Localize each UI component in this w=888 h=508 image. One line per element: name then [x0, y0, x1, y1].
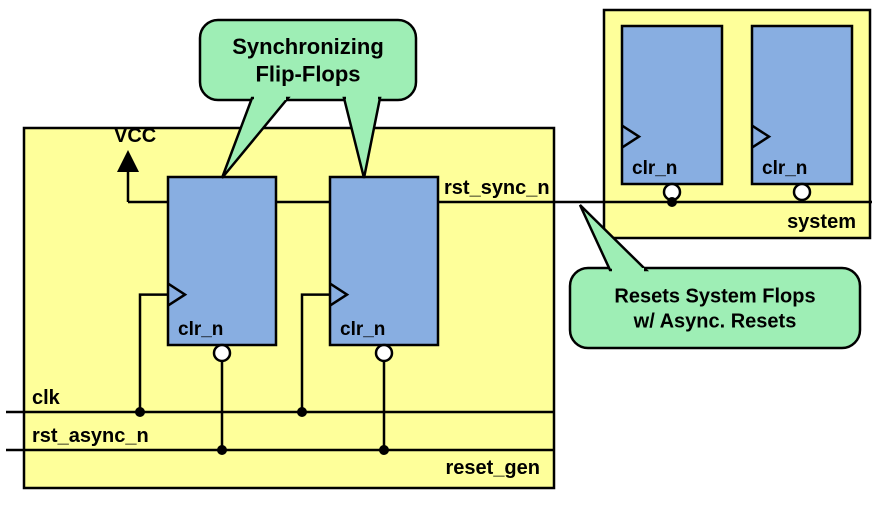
- sys2-inv-bubble: [794, 184, 810, 200]
- sync-flops-text-0: Synchronizing: [232, 34, 384, 59]
- resets-system-text-0: Resets System Flops: [614, 286, 815, 308]
- rst-sync-n-label: rst_sync_n: [444, 177, 550, 199]
- reset-gen-label: reset_gen: [446, 457, 541, 479]
- dot-clk2: [297, 407, 307, 417]
- dot-rst2: [379, 445, 389, 455]
- sync1-clr-label: clr_n: [178, 319, 223, 340]
- system-label: system: [787, 211, 856, 233]
- sync1-inv-bubble: [214, 345, 230, 361]
- dot-clk1: [135, 407, 145, 417]
- dot-rst1: [217, 445, 227, 455]
- sys2-clr-label: clr_n: [762, 158, 807, 179]
- resets-system-text-1: w/ Async. Resets: [633, 311, 797, 333]
- clk-label: clk: [32, 387, 61, 409]
- sync2-inv-bubble: [376, 345, 392, 361]
- rst-async-n-label: rst_async_n: [32, 425, 149, 447]
- sys1-clr-label: clr_n: [632, 158, 677, 179]
- vcc-label: VCC: [114, 125, 156, 147]
- sync-flops-text-1: Flip-Flops: [255, 61, 360, 86]
- sync2-clr-label: clr_n: [340, 319, 385, 340]
- dot-sys1: [667, 197, 677, 207]
